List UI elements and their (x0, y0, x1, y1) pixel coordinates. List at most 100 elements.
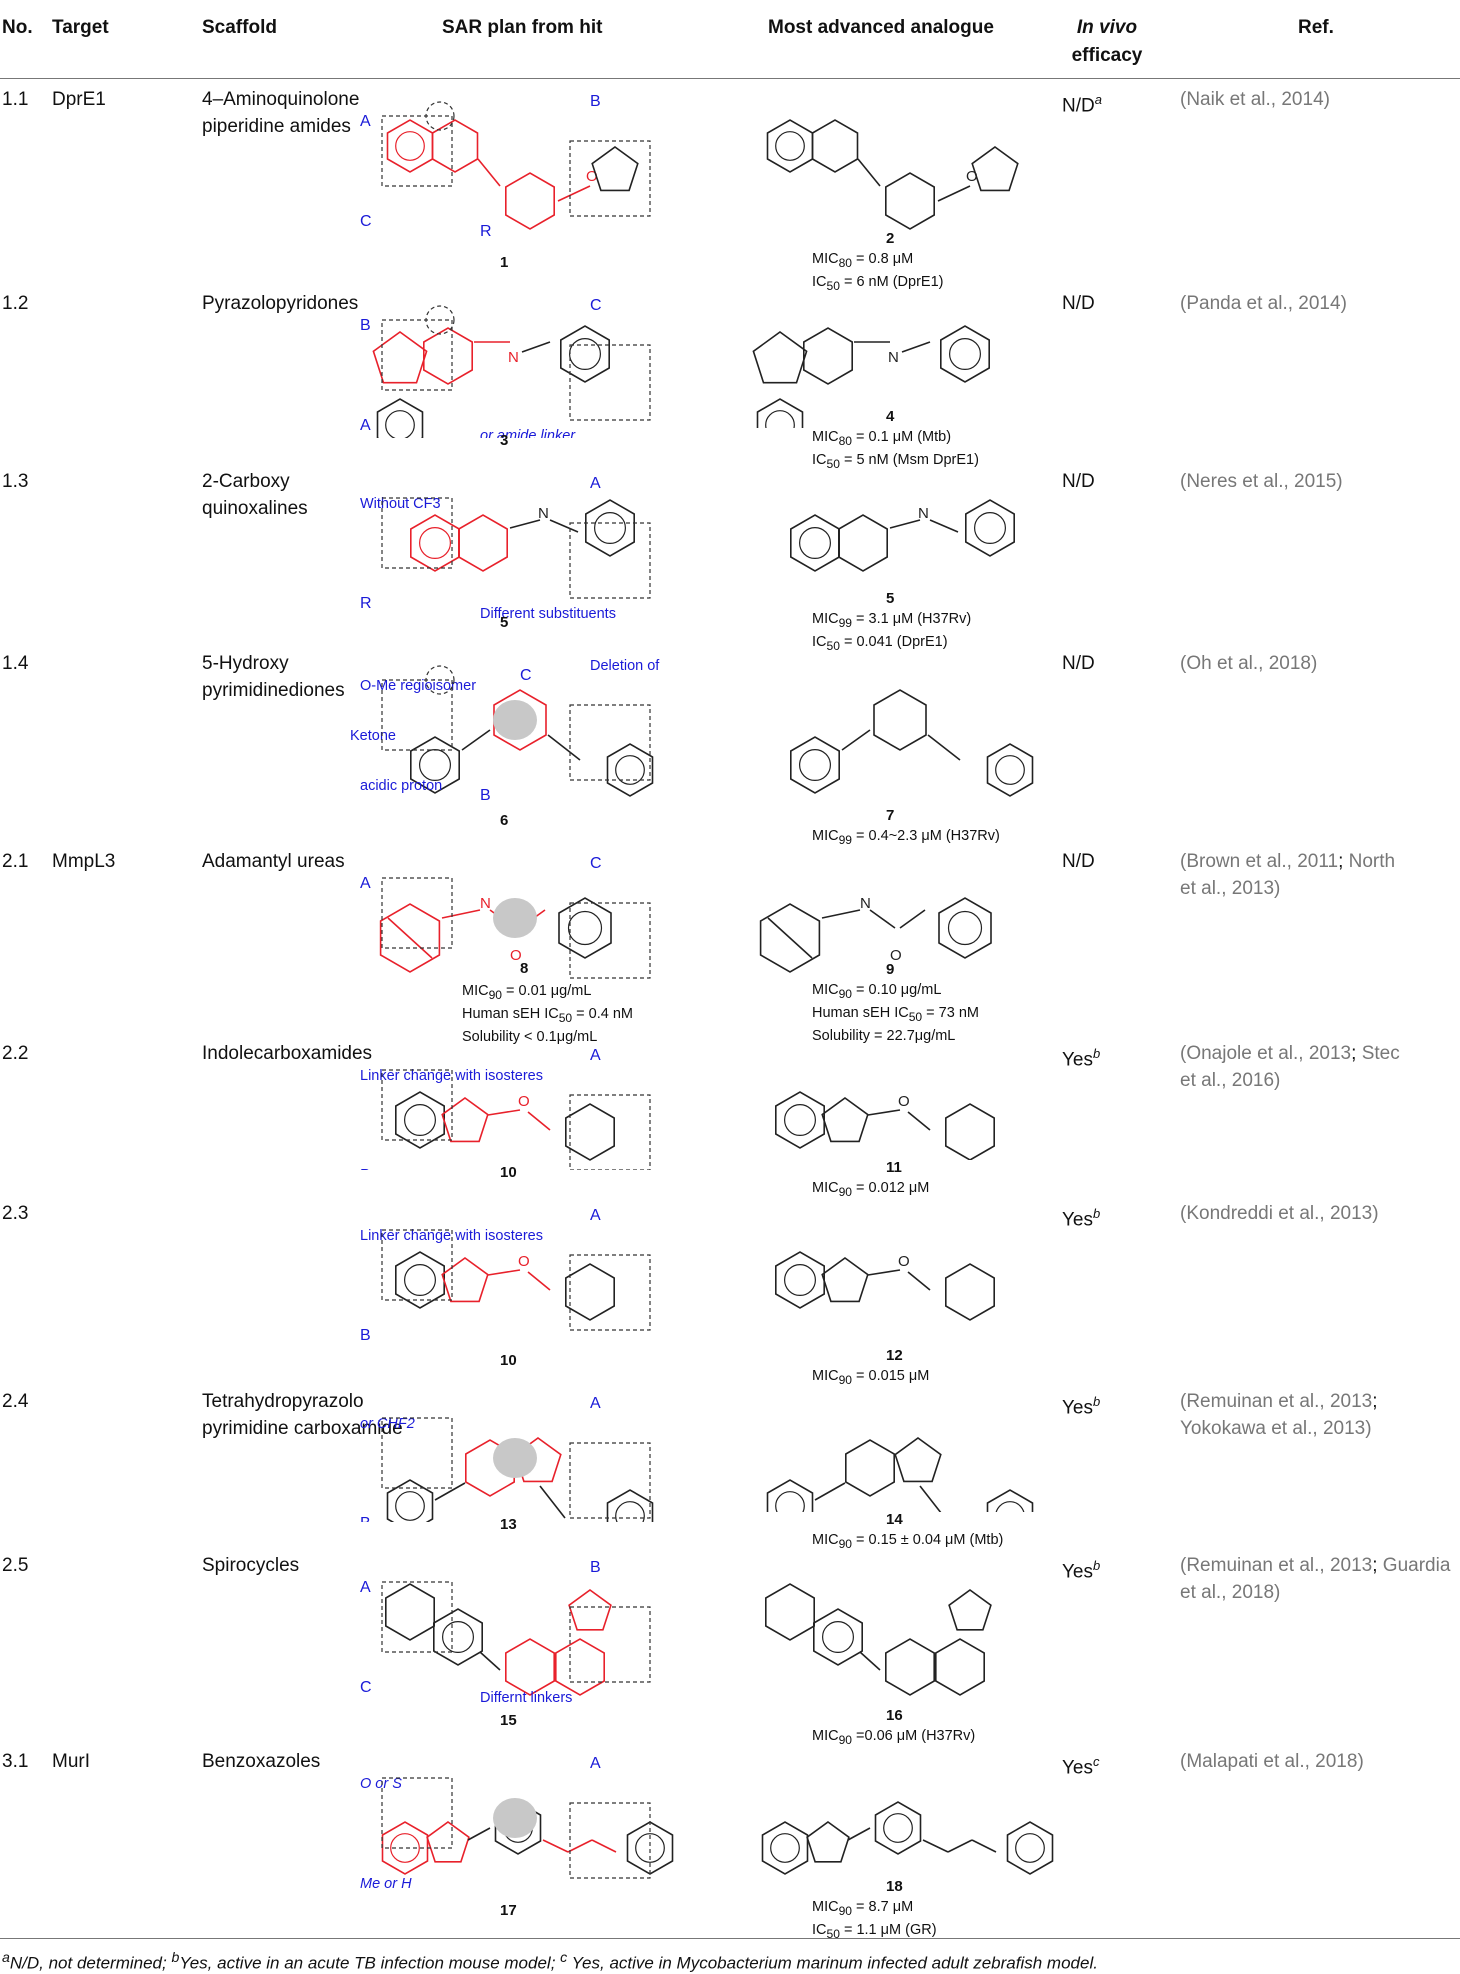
ring-benzo (394, 1091, 445, 1149)
reference-link[interactable]: North (1348, 851, 1396, 872)
analogue-compound-number: 2 (886, 230, 895, 247)
ring-cyclohexyl (945, 1103, 996, 1160)
sar-annotation: C (360, 1679, 372, 1696)
bond-ch2 (479, 1651, 501, 1671)
region-circle-b (425, 665, 455, 695)
bond-nh (907, 1111, 931, 1131)
row-invivo: N/D (1062, 851, 1095, 872)
region-box-a (381, 1581, 453, 1653)
row-number: 2.4 (2, 1391, 29, 1412)
region-box-a (381, 497, 453, 569)
sar-annotation: C (590, 855, 602, 872)
sar-annotation: A (590, 1207, 601, 1224)
reference-separator: ; (1372, 1391, 1378, 1412)
ring-aryl-aromatic (949, 337, 982, 370)
ring-pyrazine (838, 514, 888, 572)
sar-annotation: B (360, 1327, 371, 1344)
reference-link[interactable]: (Remuinan et al., 2013 (1180, 1391, 1373, 1412)
row-target: MurI (52, 1751, 90, 1772)
reference-link[interactable]: (Oh et al., 2018) (1180, 653, 1318, 674)
ring-pyrazole (591, 146, 639, 192)
analogue-structure (761, 1801, 1054, 1875)
analogue-compound-number: 11 (886, 1159, 902, 1176)
ring-pyrrole (821, 1257, 869, 1303)
row-number: 1.4 (2, 653, 29, 674)
ring-aryl (558, 897, 612, 959)
bond-carboxamide (487, 1109, 521, 1116)
reference-link[interactable]: (Kondreddi et al., 2013) (1180, 1203, 1379, 1224)
ring-benzo-aromatic (390, 1833, 420, 1863)
region-box-c (569, 522, 651, 599)
reference-link[interactable]: (Malapati et al., 2018) (1180, 1751, 1364, 1772)
ring-aryl-aromatic (947, 910, 983, 946)
ring-benzyl (606, 1489, 654, 1522)
atom-n: N (508, 349, 519, 366)
ring-aryl (386, 1479, 434, 1522)
ring-pyridone (423, 327, 473, 385)
ring-benzo-aromatic (403, 1103, 436, 1136)
row-reference: (Kondreddi et al., 2013) (1180, 1200, 1458, 1227)
bond-urea3 (591, 1839, 617, 1853)
bond-nh2 (899, 909, 926, 929)
analogue-compound-number: 12 (886, 1347, 903, 1364)
ring-thiophene (948, 1589, 992, 1631)
table-row: 1.2 Pyrazolopyridones N/D (Panda et al., 20… (0, 290, 1460, 471)
row-number: 2.2 (2, 1043, 29, 1064)
row-invivo: Yesb (1062, 1046, 1101, 1071)
reference-link[interactable]: (Panda et al., 2014) (1180, 293, 1347, 314)
ring-aryl-aromatic (974, 511, 1007, 544)
reference-link[interactable]: (Remuinan et al., 2013 (1180, 1555, 1373, 1576)
row-reference: (Oh et al., 2018) (1180, 650, 1458, 677)
analogue-structure: O (774, 1251, 996, 1321)
ring-aryl-aromatic (775, 1491, 805, 1512)
region-circle-b (425, 305, 455, 335)
invivo-footnote-mark: b (1093, 1046, 1101, 1061)
ring-benzyl-aromatic (615, 1501, 645, 1522)
ring-pyrazole (372, 331, 428, 384)
sar-annotation: B (480, 787, 491, 804)
reference-link[interactable]: et al., 2013) (1180, 878, 1281, 899)
table-row: 2.3 Yesb (Kondreddi et al., 2013) O Linker c… (0, 1200, 1460, 1388)
ring-phenyl-aromatic (883, 1813, 913, 1843)
bond-link (857, 158, 881, 187)
atom-n1: N (480, 895, 491, 912)
ring-benzo-aromatic (441, 1620, 474, 1653)
ring-tetrahydro (845, 1439, 895, 1497)
row-invivo: Yesb (1062, 1206, 1101, 1231)
reference-link[interactable]: (Neres et al., 2015) (1180, 471, 1343, 492)
reference-link[interactable]: (Brown et al., 2011 (1180, 851, 1339, 872)
row-number: 2.5 (2, 1555, 29, 1576)
header-target: Target (52, 17, 109, 38)
row-number: 2.1 (2, 851, 29, 872)
reference-link[interactable]: Guardia (1382, 1555, 1451, 1576)
reference-link[interactable]: Yokokawa et al., 2013) (1180, 1418, 1372, 1439)
bond-nh (907, 1271, 931, 1291)
sar-hit-structure: O-Me regioisomer Deletion of acidic proton… (350, 658, 660, 818)
reference-link[interactable]: et al., 2016) (1180, 1070, 1281, 1091)
sar-annotation: C (360, 213, 372, 230)
reference-link[interactable]: Stec (1361, 1043, 1400, 1064)
hit-activity-caption: MIC90 = 0.01 μg/mL Human sEH IC50 = 0.4 n… (462, 983, 633, 1045)
reference-link[interactable]: et al., 2018) (1180, 1582, 1281, 1603)
reference-link[interactable]: (Naik et al., 2014) (1180, 89, 1330, 110)
table-row: 3.1 MurI Benzoxazoles Yesc (Malapati et al.,… (0, 1748, 1460, 1941)
sar-annotation: Ketone (350, 728, 396, 744)
sar-hit-structure: O Linker change with isosteres A B (360, 1207, 651, 1344)
bond-amide (539, 1485, 566, 1519)
ring-aryl-aromatic (1015, 1833, 1045, 1863)
bond-urea1 (922, 1839, 949, 1853)
ring-pyrrole (821, 1097, 869, 1143)
atom-n1: N (860, 895, 871, 912)
ring-aryl (938, 897, 992, 959)
ring-phenyl (874, 1801, 922, 1855)
region-box-c (569, 704, 651, 781)
bond-bn (901, 341, 931, 353)
bond-urea3 (971, 1839, 997, 1853)
sar-annotation: Deletion of (590, 658, 660, 674)
row-number: 1.2 (2, 293, 29, 314)
reference-link[interactable]: (Onajole et al., 2013 (1180, 1043, 1352, 1064)
sar-hit-structure: or CHF2 A B (360, 1395, 654, 1522)
header-invivo-2: efficacy (1071, 45, 1143, 66)
footnote: aN/D, not determined; bYes, active in an… (2, 1950, 1098, 1973)
